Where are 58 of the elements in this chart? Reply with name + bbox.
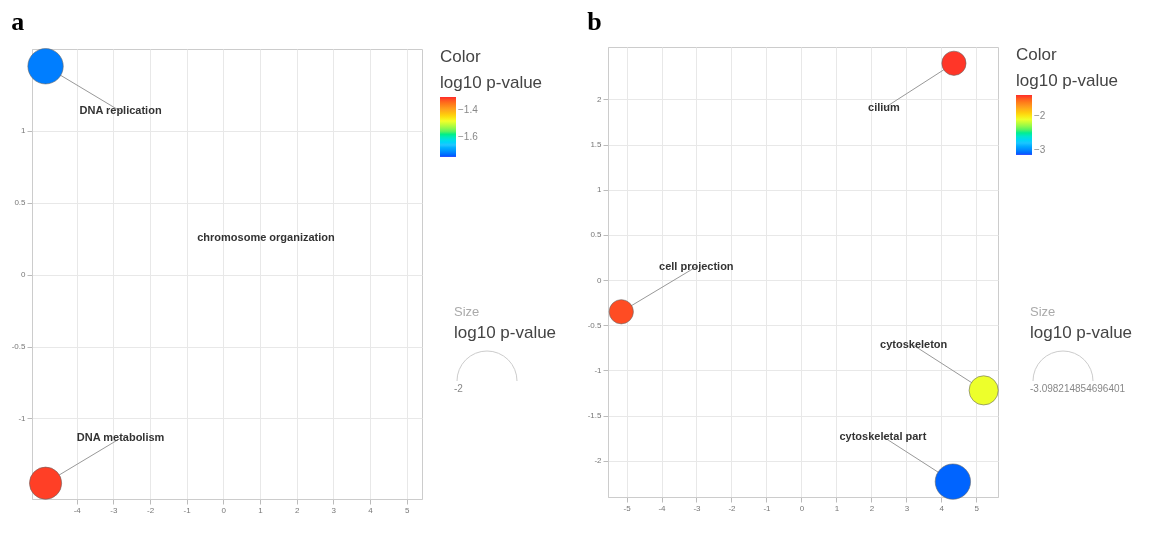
x-tick-label: 4 (368, 505, 374, 515)
y-tick-label: -1.5 (587, 411, 603, 421)
chart-title: a (11, 7, 25, 37)
text: Size (454, 304, 481, 319)
x-tick-label: -1 (763, 503, 772, 513)
y-tick-label: 0 (21, 270, 27, 280)
text: log10 p-value (454, 323, 557, 342)
x-tick-label: 2 (869, 503, 875, 513)
legend-title: log10 p-value (440, 73, 543, 92)
y-tick-label: 1 (597, 185, 603, 195)
x-tick-label: -4 (658, 503, 667, 513)
y-tick-label: 2 (597, 94, 603, 104)
x-tick-label: 2 (294, 505, 300, 515)
color-bar-label: −1.4 (458, 104, 479, 116)
x-tick-label: -3 (110, 505, 118, 515)
x-tick-label: 3 (331, 505, 337, 515)
y-tick-label: 1.5 (590, 140, 603, 150)
x-tick-label: -4 (73, 505, 82, 515)
color-bar-label: −2 (1034, 110, 1046, 122)
text: -3.098214854696401 (1030, 383, 1127, 394)
x-tick-label: 5 (404, 505, 410, 515)
text: log10 p-value (1030, 323, 1133, 342)
color-bar-label: −3 (1034, 143, 1046, 155)
text: Color (440, 47, 481, 66)
color-bar-label: −1.6 (458, 131, 479, 142)
text: cytoskeletal part (839, 429, 927, 442)
text: -2 (454, 383, 464, 394)
text: DNA metabolism (76, 431, 165, 444)
y-tick-label: 0.5 (590, 230, 603, 240)
y-tick-label: 1 (21, 126, 27, 136)
y-tick-label: -0.5 (11, 342, 27, 352)
x-tick-label: 1 (834, 503, 840, 513)
x-tick-label: 1 (258, 505, 264, 515)
x-tick-label: -3 (693, 503, 702, 513)
x-tick-label: -2 (728, 503, 737, 513)
x-tick-label: 3 (904, 503, 910, 513)
y-tick-label: 0 (597, 275, 603, 285)
y-tick-label: -1 (594, 365, 603, 375)
text: DNA replication (79, 104, 162, 117)
text: Color (1016, 45, 1057, 64)
y-tick-label: -0.5 (587, 320, 603, 330)
text: cell projection (659, 259, 734, 272)
y-tick-label: -1 (18, 413, 27, 423)
x-tick-label: 0 (799, 503, 805, 513)
text: cytoskeleton (880, 338, 948, 351)
chart-title: b (587, 7, 602, 36)
x-tick-label: -5 (623, 503, 632, 513)
x-tick-label: 0 (221, 505, 227, 515)
text: Size (1030, 304, 1057, 319)
legend-title: log10 p-value (1016, 71, 1119, 90)
x-tick-label: 4 (939, 503, 945, 513)
text: cilium (868, 101, 901, 114)
y-tick-label: -2 (594, 456, 603, 466)
y-tick-label: 0.5 (14, 198, 27, 208)
x-tick-label: 5 (974, 503, 980, 513)
annotation: chromosome organization (197, 231, 336, 243)
x-tick-label: -2 (146, 505, 155, 515)
x-tick-label: -1 (183, 505, 192, 515)
